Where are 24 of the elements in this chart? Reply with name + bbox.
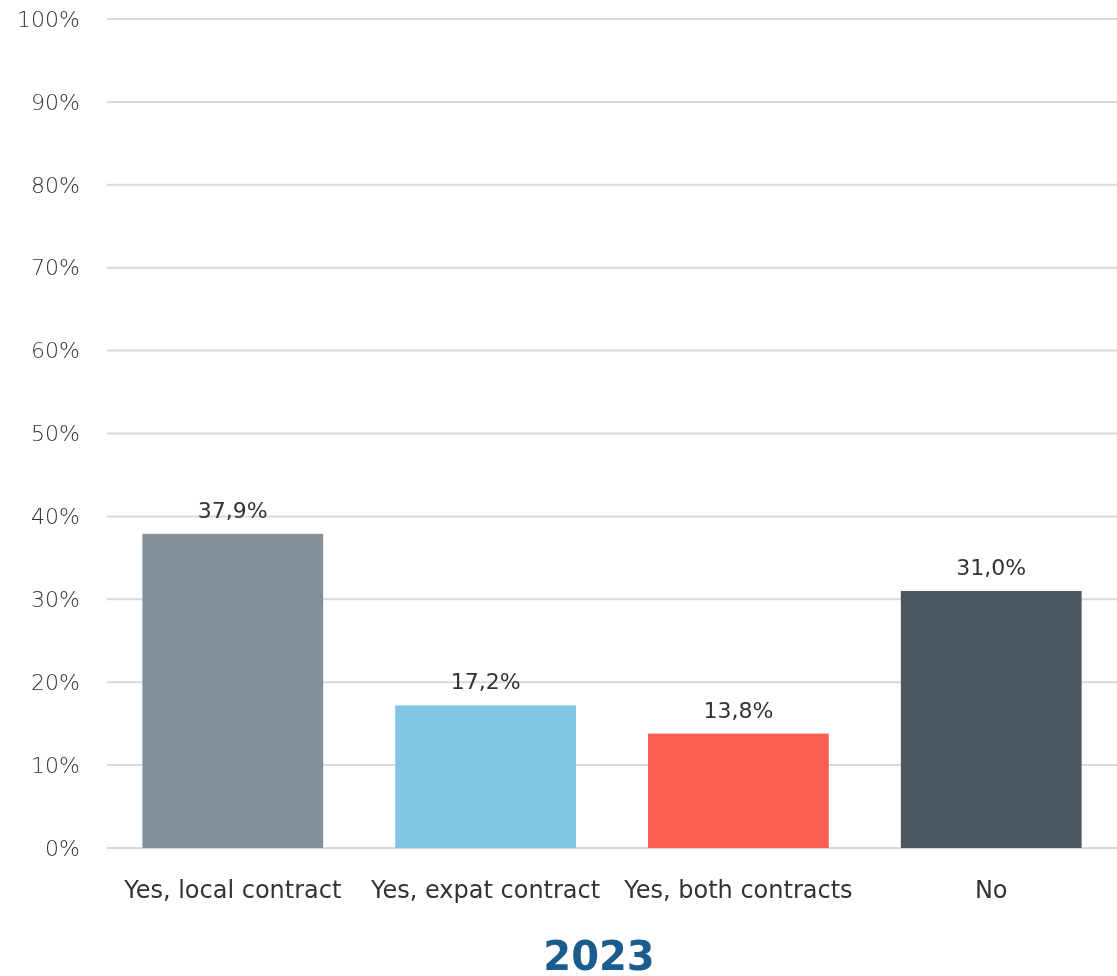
y-tick-label: 70% (31, 255, 80, 281)
y-tick-label: 100% (17, 6, 80, 32)
x-tick-label: Yes, both contracts (623, 876, 853, 904)
y-tick-label: 60% (31, 338, 80, 364)
y-tick-label: 80% (31, 172, 80, 198)
bar (142, 533, 324, 848)
y-tick-label: 40% (31, 504, 80, 530)
data-label: 31,0% (956, 555, 1027, 581)
x-tick-label: Yes, local contract (123, 876, 342, 904)
data-label: 17,2% (450, 669, 521, 695)
data-label: 37,9% (197, 497, 268, 523)
bar (395, 705, 576, 848)
data-label: 13,8% (703, 697, 774, 723)
bar (648, 733, 829, 848)
y-tick-label: 0% (45, 835, 80, 861)
y-tick-label: 20% (31, 669, 80, 695)
y-tick-label: 50% (31, 421, 80, 447)
y-tick-label: 30% (31, 587, 80, 612)
x-tick-label: No (974, 876, 1008, 904)
y-tick-label: 10% (31, 752, 80, 778)
y-tick-label: 90% (31, 89, 80, 115)
text: 2023 (543, 933, 655, 976)
bar (900, 591, 1082, 848)
x-tick-label: Yes, expat contract (369, 876, 601, 904)
